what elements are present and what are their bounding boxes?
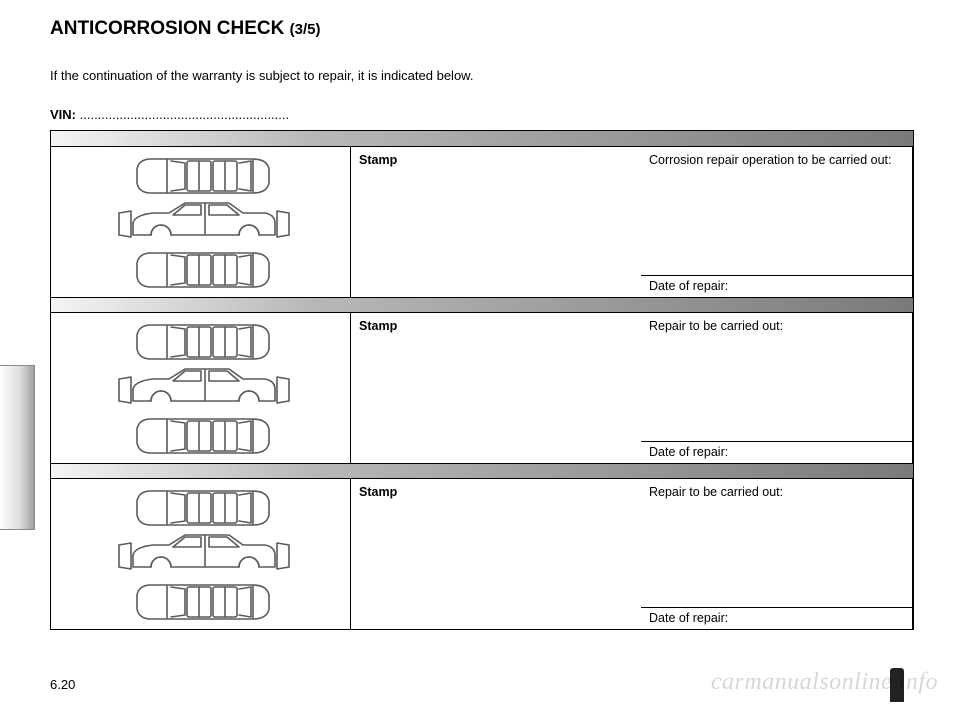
row-separator [51,131,913,147]
vehicle-diagram-icon [93,317,308,459]
row-separator [51,297,913,313]
vehicle-diagram-cell [51,147,351,297]
page-number: 6.20 [50,677,75,692]
vin-line: VIN: ...................................… [50,107,914,122]
title-text: ANTICORROSION CHECK [50,18,284,39]
table-row: Repair to be carried out: Stamp Date of … [51,479,913,629]
date-cell: Date of repair: [641,607,913,629]
stamp-cell: Stamp [351,313,641,463]
vehicle-diagram-cell [51,479,351,629]
page-title: ANTICORROSION CHECK (3/5) [50,18,914,40]
watermark-text: carmanualsonline.info [711,669,938,696]
table-row: Repair to be carried out: Stamp Date of … [51,313,913,463]
stamp-cell: Stamp [351,147,641,297]
vehicle-diagram-icon [93,483,308,625]
stamp-cell: Stamp [351,479,641,629]
vin-value: ........................................… [80,107,290,122]
intro-text: If the continuation of the warranty is s… [50,68,914,83]
date-cell: Date of repair: [641,275,913,297]
vin-label: VIN: [50,107,76,122]
repair-cell: Corrosion repair operation to be carried… [641,147,913,275]
table-row: Corrosion repair operation to be carried… [51,147,913,297]
section-side-tab [0,365,35,530]
repair-cell: Repair to be carried out: [641,479,913,607]
page-content: ANTICORROSION CHECK (3/5) If the continu… [0,0,960,630]
title-counter: (3/5) [290,21,321,38]
repair-cell: Repair to be carried out: [641,313,913,441]
row-separator [51,463,913,479]
vehicle-diagram-cell [51,313,351,463]
date-cell: Date of repair: [641,441,913,463]
anticorrosion-table: Corrosion repair operation to be carried… [50,130,914,630]
vehicle-diagram-icon [93,151,308,293]
